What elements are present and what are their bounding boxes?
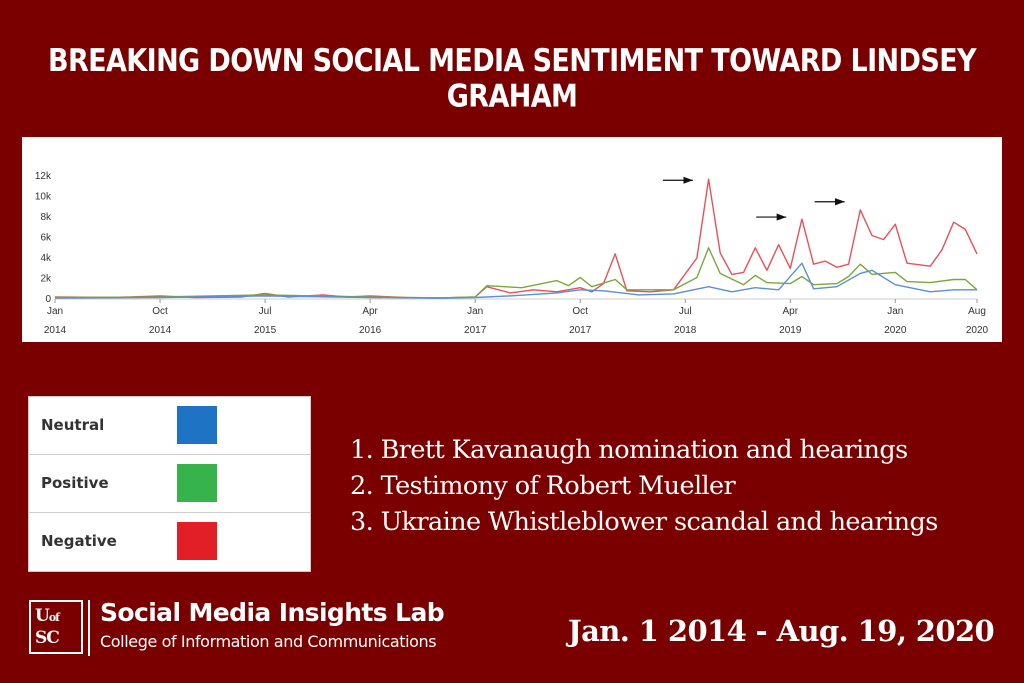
x-tick-label: Jul bbox=[259, 306, 272, 317]
legend-label: Neutral bbox=[41, 416, 105, 434]
x-tick-label: Apr bbox=[782, 306, 798, 317]
y-tick-label: 8k bbox=[40, 212, 52, 223]
event-item: 3. Ukraine Whistleblower scandal and hea… bbox=[350, 507, 938, 537]
x-tick-label: Aug bbox=[968, 306, 986, 317]
legend-label: Negative bbox=[41, 532, 117, 550]
x-tick-label: Jan bbox=[47, 306, 63, 317]
legend-swatch bbox=[177, 406, 217, 444]
x-tick-label: Apr bbox=[362, 306, 378, 317]
x-tick-label: 2018 bbox=[674, 325, 697, 336]
legend-item-neutral: Neutral bbox=[29, 397, 310, 455]
org-name: Social Media Insights Lab bbox=[100, 598, 445, 627]
y-tick-label: 10k bbox=[35, 192, 52, 203]
series-line-neutral bbox=[54, 262, 977, 299]
legend-swatch bbox=[177, 522, 217, 560]
x-tick-label: Jul bbox=[679, 306, 692, 317]
events-list: 1. Brett Kavanaugh nomination and hearin… bbox=[350, 432, 938, 540]
event-item: 2. Testimony of Robert Mueller bbox=[350, 471, 736, 501]
uofsc-logo: Uof SC bbox=[29, 600, 83, 654]
x-tick-label: 2019 bbox=[779, 325, 802, 336]
x-tick-label: 2016 bbox=[359, 325, 382, 336]
y-tick-label: 0 bbox=[45, 294, 51, 305]
legend: Neutral Positive Negative bbox=[28, 396, 311, 572]
legend-item-positive: Positive bbox=[29, 455, 310, 513]
date-range: Jan. 1 2014 - Aug. 19, 2020 bbox=[568, 614, 995, 648]
legend-item-negative: Negative bbox=[29, 513, 310, 571]
x-tick-label: Oct bbox=[152, 306, 168, 317]
logo-divider bbox=[88, 600, 90, 656]
x-tick-label: Oct bbox=[572, 306, 588, 317]
logo-text: Uof bbox=[35, 606, 60, 626]
x-tick-label: 2020 bbox=[966, 325, 989, 336]
series-line-positive bbox=[54, 247, 978, 299]
x-tick-label: 2015 bbox=[254, 325, 277, 336]
x-tick-label: 2017 bbox=[569, 325, 592, 336]
y-tick-label: 6k bbox=[40, 233, 52, 244]
x-tick-label: 2014 bbox=[149, 325, 172, 336]
sentiment-chart: 0 2k 4k 6k 8k 10k 12k Jan 2014 Oct 2014 Jul 2015 Apr 2… bbox=[22, 137, 1002, 342]
y-tick-label: 12k bbox=[35, 171, 52, 182]
logo-text: SC bbox=[35, 628, 60, 648]
org-subtitle: College of Information and Communication… bbox=[100, 632, 437, 651]
x-tick-label: 2020 bbox=[884, 325, 907, 336]
event-item: 1. Brett Kavanaugh nomination and hearin… bbox=[350, 435, 908, 465]
series-line-negative bbox=[54, 178, 978, 299]
x-tick-label: 2014 bbox=[44, 325, 67, 336]
chart-svg: 0 2k 4k 6k 8k 10k 12k Jan 2014 Oct 2014 Jul 2015 Apr 2… bbox=[35, 171, 989, 336]
x-tick-label: 2017 bbox=[464, 325, 487, 336]
legend-label: Positive bbox=[41, 474, 109, 492]
x-tick-label: Jan bbox=[887, 306, 903, 317]
page-title: BREAKING DOWN SOCIAL MEDIA SENTIMENT TOW… bbox=[47, 43, 977, 115]
y-tick-label: 2k bbox=[40, 274, 52, 285]
x-tick-label: Jan bbox=[467, 306, 483, 317]
y-tick-label: 4k bbox=[40, 253, 52, 264]
legend-swatch bbox=[177, 464, 217, 502]
